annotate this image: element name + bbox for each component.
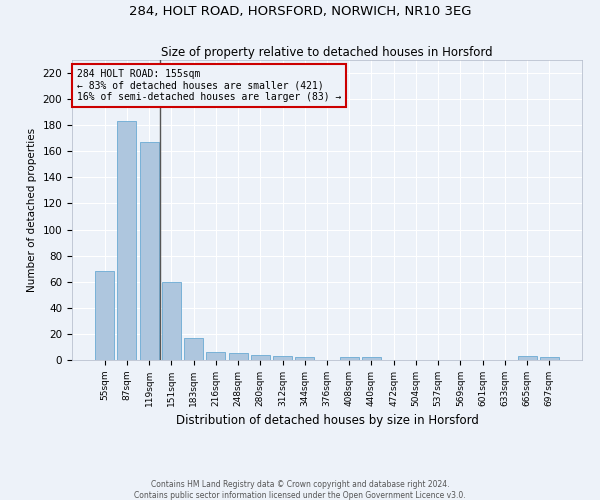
Bar: [184, 338, 203, 360]
Bar: [206, 352, 225, 360]
Bar: [162, 282, 181, 360]
Title: Size of property relative to detached houses in Horsford: Size of property relative to detached ho…: [161, 46, 493, 59]
Bar: [229, 354, 248, 360]
Bar: [140, 142, 158, 360]
Bar: [273, 356, 292, 360]
Bar: [251, 355, 270, 360]
Bar: [118, 122, 136, 360]
Text: 284, HOLT ROAD, HORSFORD, NORWICH, NR10 3EG: 284, HOLT ROAD, HORSFORD, NORWICH, NR10 …: [129, 5, 471, 18]
X-axis label: Distribution of detached houses by size in Horsford: Distribution of detached houses by size …: [176, 414, 478, 428]
Bar: [340, 358, 359, 360]
Y-axis label: Number of detached properties: Number of detached properties: [27, 128, 37, 292]
Bar: [362, 358, 381, 360]
Text: 284 HOLT ROAD: 155sqm
← 83% of detached houses are smaller (421)
16% of semi-det: 284 HOLT ROAD: 155sqm ← 83% of detached …: [77, 69, 341, 102]
Bar: [540, 358, 559, 360]
Bar: [518, 356, 536, 360]
Bar: [295, 358, 314, 360]
Text: Contains HM Land Registry data © Crown copyright and database right 2024.
Contai: Contains HM Land Registry data © Crown c…: [134, 480, 466, 500]
Bar: [95, 272, 114, 360]
